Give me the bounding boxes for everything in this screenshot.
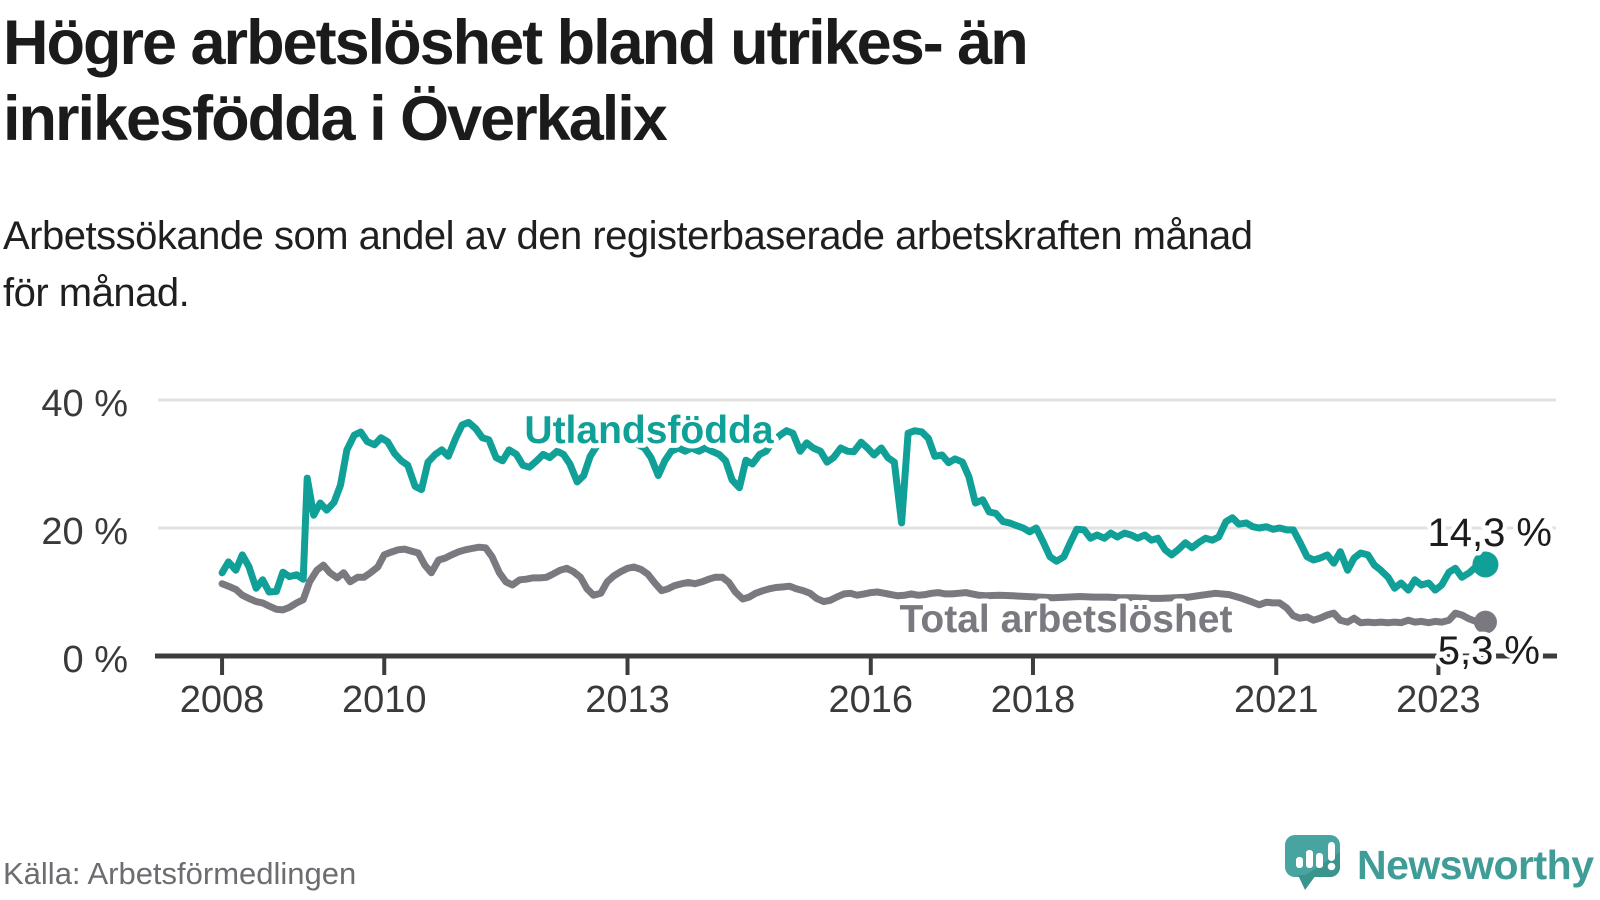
logo-bar-chart-icon bbox=[1296, 850, 1323, 868]
axes-layer: 2008 2010 2013 2016 2018 2021 2023 bbox=[155, 653, 1557, 721]
y-tick-label-0: 0 % bbox=[63, 639, 128, 681]
chart-subtitle-line-1: Arbetssökande som andel av den registerb… bbox=[3, 214, 1253, 258]
x-tick-label-2008: 2008 bbox=[180, 679, 265, 721]
series-layer bbox=[218, 418, 1489, 627]
y-tick-label-40: 40 % bbox=[41, 383, 128, 425]
x-tick-label-2018: 2018 bbox=[991, 679, 1076, 721]
x-tick-label-2013: 2013 bbox=[585, 679, 670, 721]
labels-layer: Utlandsfödda 14,3 % Total arbetslöshet 5,3 … bbox=[519, 404, 1556, 678]
series-label-utlandsfodda: Utlandsfödda bbox=[524, 409, 773, 452]
newsworthy-logo-text: Newsworthy bbox=[1357, 841, 1594, 888]
series-line-utlandsfodda bbox=[218, 418, 1489, 596]
page-title-line-1: Högre arbetslöshet bland utrikes- än bbox=[3, 8, 1029, 78]
gridlines-layer: 0 % 20 % 40 % bbox=[41, 383, 1556, 681]
chart-subtitle: Arbetssökande som andel av den registerb… bbox=[3, 208, 1253, 322]
series-label-total-arbetsloshet: Total arbetslöshet bbox=[899, 598, 1232, 641]
page-title: Högre arbetslöshet bland utrikes- än inr… bbox=[3, 5, 1029, 157]
x-tick-label-2021: 2021 bbox=[1234, 679, 1319, 721]
series-end-value-total-arbetsloshet: 5,3 % bbox=[1438, 629, 1540, 673]
y-tick-label-20: 20 % bbox=[41, 511, 128, 553]
series-line-total-arbetsloshet bbox=[218, 543, 1489, 627]
x-tick-label-2010: 2010 bbox=[342, 679, 427, 721]
page-title-line-2: inrikesfödda i Överkalix bbox=[3, 84, 668, 154]
x-tick-label-2023: 2023 bbox=[1396, 679, 1481, 721]
newsworthy-logo-icon bbox=[1285, 835, 1340, 890]
chart-subtitle-line-2: för månad. bbox=[3, 271, 190, 315]
logo-exclamation-icon bbox=[1327, 842, 1336, 871]
x-tick-label-2016: 2016 bbox=[829, 679, 914, 721]
series-end-value-utlandsfodda: 14,3 % bbox=[1427, 511, 1552, 555]
logo-bubble-tail bbox=[1298, 875, 1316, 890]
source-note: Källa: Arbetsförmedlingen bbox=[3, 856, 357, 891]
newsworthy-logo: Newsworthy bbox=[1285, 834, 1594, 896]
series-end-dot-utlandsfodda bbox=[1472, 551, 1499, 578]
series-end-dot-total-arbetsloshet bbox=[1473, 610, 1497, 634]
